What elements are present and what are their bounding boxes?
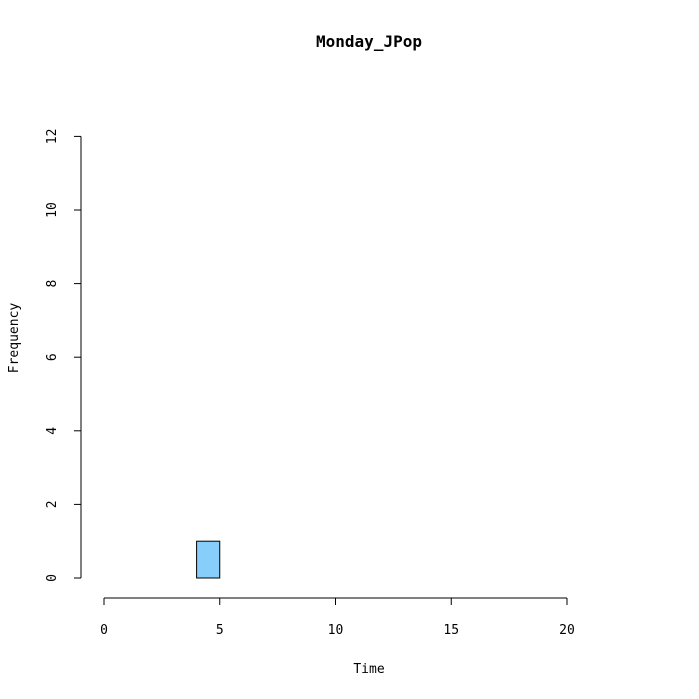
y-tick-label: 10 — [45, 202, 60, 218]
x-tick-label: 5 — [216, 623, 224, 638]
x-axis: 0 5 10 15 20 — [100, 597, 575, 638]
chart-title: Monday_JPop — [316, 32, 422, 51]
y-tick-label: 6 — [45, 353, 60, 361]
x-axis-title: Time — [353, 662, 384, 677]
histogram-bar — [196, 540, 221, 579]
x-tick-label: 15 — [443, 623, 459, 638]
x-tick-label: 0 — [100, 623, 108, 638]
y-tick-label: 0 — [45, 574, 60, 582]
x-tick-label: 10 — [328, 623, 344, 638]
x-tick-label: 20 — [559, 623, 575, 638]
y-axis-title: Frequency — [7, 303, 22, 374]
y-tick-label: 2 — [45, 500, 60, 508]
y-tick-label: 8 — [45, 280, 60, 288]
y-axis: 0 2 4 6 8 10 12 — [45, 129, 82, 582]
histogram-bars — [196, 540, 221, 579]
y-tick-label: 4 — [45, 427, 60, 435]
y-tick-label: 12 — [45, 129, 60, 145]
